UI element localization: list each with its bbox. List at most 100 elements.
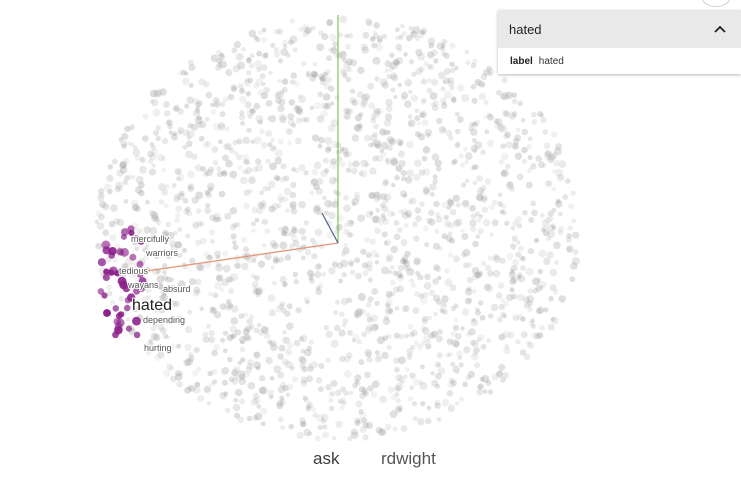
embedding-point[interactable] [233,41,241,49]
embedding-point[interactable] [474,141,483,150]
embedding-point[interactable] [407,214,412,219]
embedding-point[interactable] [131,261,138,269]
embedding-point[interactable] [187,185,194,193]
embedding-point[interactable] [285,208,290,214]
embedding-point[interactable] [532,287,539,294]
embedding-point[interactable] [467,370,475,378]
embedding-point[interactable] [339,404,346,411]
embedding-point[interactable] [318,30,324,36]
embedding-point[interactable] [177,108,184,115]
embedding-point[interactable] [170,244,178,253]
embedding-point[interactable] [295,137,302,145]
embedding-point[interactable] [411,283,417,289]
embedding-point[interactable] [213,102,219,108]
embedding-point[interactable] [208,381,215,388]
embedding-point[interactable] [156,283,164,290]
embedding-point[interactable] [247,188,253,194]
embedding-point[interactable] [208,186,213,192]
embedding-point[interactable] [219,303,227,310]
embedding-point[interactable] [407,352,413,358]
embedding-point[interactable] [346,151,352,157]
embedding-point[interactable] [351,134,359,142]
embedding-point[interactable] [279,115,287,124]
embedding-point[interactable] [401,211,409,219]
embedding-point[interactable] [229,207,237,215]
embedding-point[interactable] [381,266,389,275]
embedding-point[interactable] [291,167,296,172]
embedding-point[interactable] [270,340,277,347]
embedding-point[interactable] [394,174,400,181]
embedding-point[interactable] [382,198,389,205]
embedding-point[interactable] [544,216,552,224]
embedding-point[interactable] [250,108,255,114]
embedding-point[interactable] [229,170,238,179]
embedding-point[interactable] [324,199,333,208]
embedding-point[interactable] [365,210,373,219]
embedding-point[interactable] [198,135,205,142]
embedding-point[interactable] [520,265,526,271]
embedding-point[interactable] [395,43,403,51]
embedding-point[interactable] [207,370,213,377]
embedding-point[interactable] [113,217,120,225]
embedding-point[interactable] [412,26,421,34]
embedding-point[interactable] [474,211,480,217]
embedding-point[interactable] [565,178,571,184]
embedding-point[interactable] [454,111,460,117]
embedding-point[interactable] [402,258,407,264]
embedding-point[interactable] [158,183,166,191]
embedding-point[interactable] [570,190,576,196]
embedding-point[interactable] [170,133,178,141]
embedding-point[interactable] [354,379,360,385]
embedding-point[interactable] [498,159,504,165]
embedding-point[interactable] [542,229,550,237]
embedding-point[interactable] [237,370,246,378]
embedding-point[interactable] [96,222,105,230]
embedding-point[interactable] [389,52,395,58]
embedding-point[interactable] [255,158,262,165]
embedding-point[interactable] [300,255,306,261]
embedding-point[interactable] [432,242,440,250]
embedding-point[interactable] [362,434,369,441]
embedding-point[interactable] [566,246,573,253]
embedding-point[interactable] [450,159,457,166]
embedding-point[interactable] [294,168,300,174]
embedding-point[interactable] [510,264,518,272]
embedding-point[interactable] [412,221,418,228]
embedding-point[interactable] [459,396,464,402]
embedding-point[interactable] [413,340,420,346]
embedding-point[interactable] [207,182,215,191]
embedding-point[interactable] [470,62,477,69]
embedding-point[interactable] [497,123,505,132]
embedding-point[interactable] [436,352,443,359]
embedding-point[interactable] [341,57,347,63]
embedding-point[interactable] [404,176,413,184]
embedding-point[interactable] [372,110,381,119]
embedding-point[interactable] [338,329,346,337]
embedding-point[interactable] [475,193,484,202]
embedding-point[interactable] [548,296,554,302]
embedding-point[interactable] [398,333,405,340]
embedding-point[interactable] [139,165,148,174]
embedding-point[interactable] [370,249,378,258]
embedding-point[interactable] [472,121,479,128]
embedding-point[interactable] [480,149,486,155]
embedding-point[interactable] [240,357,246,363]
embedding-point[interactable] [403,52,408,57]
embedding-point[interactable] [369,238,376,245]
embedding-point[interactable] [257,89,264,96]
embedding-point[interactable] [389,265,395,270]
embedding-point[interactable] [417,274,424,281]
embedding-point[interactable] [433,311,438,317]
neighbor-point[interactable] [125,325,132,332]
embedding-point[interactable] [331,201,339,208]
embedding-point[interactable] [434,383,441,389]
embedding-point[interactable] [163,202,169,209]
embedding-point[interactable] [393,233,401,241]
embedding-point[interactable] [414,131,421,138]
embedding-point[interactable] [467,277,474,284]
embedding-point[interactable] [510,277,516,283]
embedding-point[interactable] [426,63,433,70]
embedding-point[interactable] [473,271,481,279]
embedding-point[interactable] [566,233,572,239]
embedding-point[interactable] [530,163,537,170]
